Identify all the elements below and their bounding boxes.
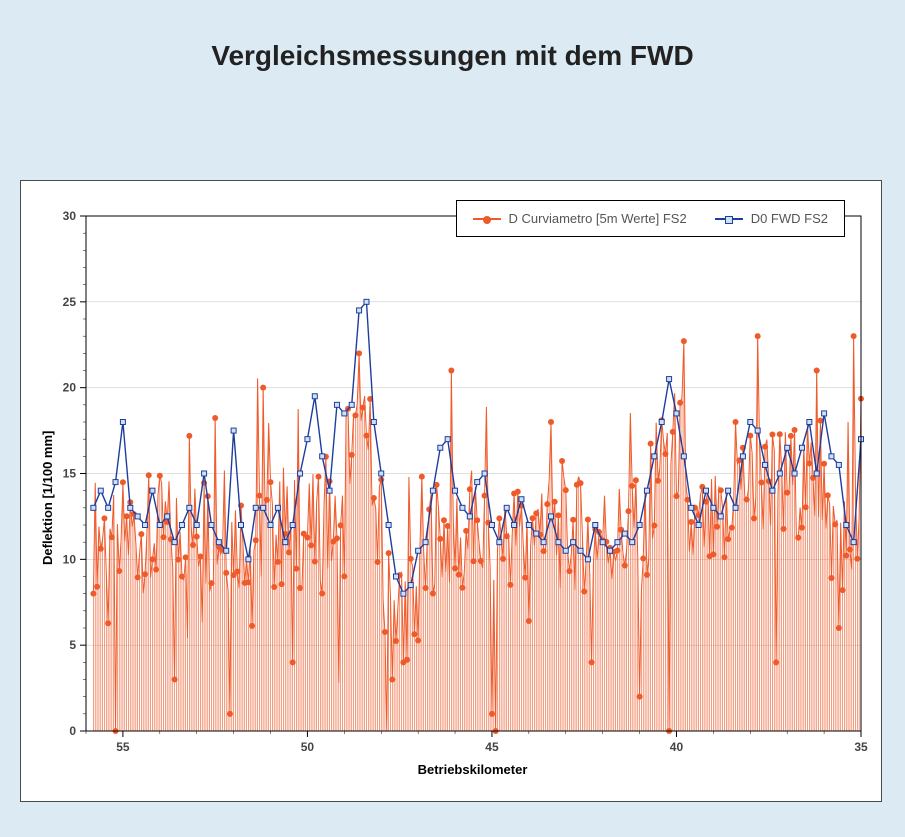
y-axis-label: Deflektion [1/100 mm] bbox=[40, 431, 55, 565]
legend: D Curviametro [5m Werte] FS2 D0 FWD FS2 bbox=[456, 200, 846, 237]
legend-label: D0 FWD FS2 bbox=[751, 211, 828, 226]
y-tick-label: 5 bbox=[69, 638, 76, 652]
x-axis-label: Betriebskilometer bbox=[85, 762, 860, 777]
x-tick-label: 40 bbox=[670, 740, 684, 754]
page-title: Vergleichsmessungen mit dem FWD bbox=[0, 40, 905, 72]
legend-entry: D0 FWD FS2 bbox=[715, 211, 828, 226]
x-tick-label: 45 bbox=[485, 740, 499, 754]
y-tick-label: 0 bbox=[69, 724, 76, 738]
x-tick-label: 50 bbox=[301, 740, 315, 754]
legend-swatch bbox=[473, 218, 501, 220]
legend-label: D Curviametro [5m Werte] FS2 bbox=[509, 211, 687, 226]
y-tick-label: 15 bbox=[63, 467, 77, 481]
y-tick-label: 25 bbox=[63, 295, 77, 309]
legend-swatch bbox=[715, 218, 743, 220]
chart-panel: 0 5 10 15 20 25 30 55 50 45 40 35 bbox=[20, 180, 882, 802]
y-tick-label: 30 bbox=[63, 209, 77, 223]
page-root: Vergleichsmessungen mit dem FWD 0 5 10 15 20… bbox=[0, 0, 905, 837]
x-tick-label: 35 bbox=[854, 740, 868, 754]
x-tick-label: 55 bbox=[116, 740, 130, 754]
y-tick-label: 10 bbox=[63, 552, 77, 566]
chart-svg: 0 5 10 15 20 25 30 55 50 45 40 35 bbox=[21, 181, 881, 801]
y-tick-label: 20 bbox=[63, 381, 77, 395]
legend-entry: D Curviametro [5m Werte] FS2 bbox=[473, 211, 687, 226]
